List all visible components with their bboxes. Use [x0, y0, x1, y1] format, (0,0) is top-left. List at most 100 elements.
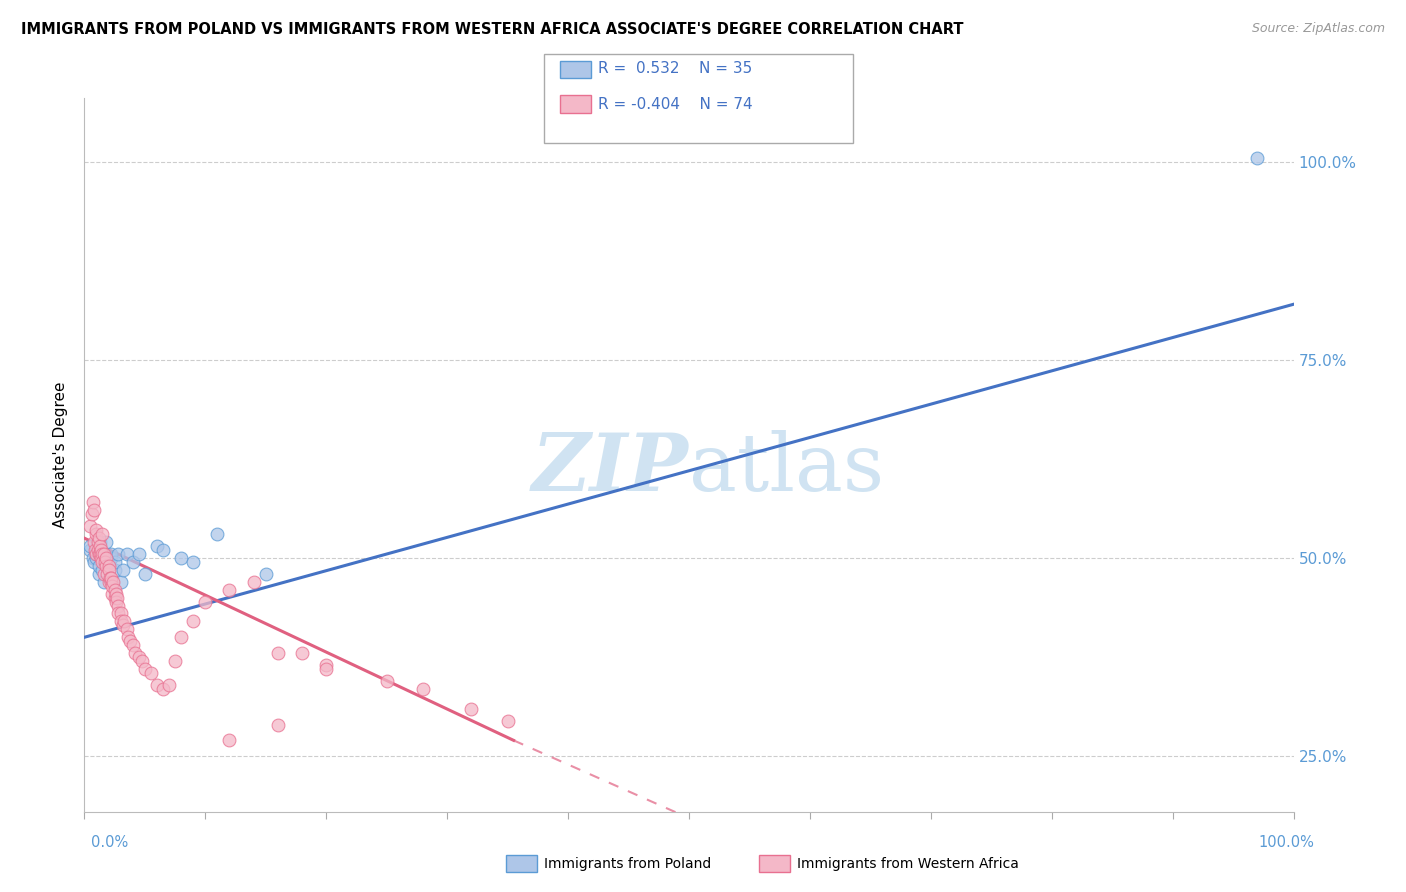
Point — [242, 574, 264, 589]
Point — [181, 615, 204, 629]
Point — [146, 539, 169, 553]
Point — [93, 547, 115, 561]
Point — [134, 566, 156, 581]
Point — [91, 551, 114, 566]
Point — [121, 638, 143, 652]
Point — [460, 701, 482, 715]
Point — [91, 563, 114, 577]
Point — [120, 634, 142, 648]
Point — [107, 547, 129, 561]
Point — [91, 547, 114, 561]
Y-axis label: Associate's Degree: Associate's Degree — [53, 382, 69, 528]
Point — [112, 618, 135, 632]
Point — [103, 574, 125, 589]
Text: IMMIGRANTS FROM POLAND VS IMMIGRANTS FROM WESTERN AFRICA ASSOCIATE'S DEGREE CORR: IMMIGRANTS FROM POLAND VS IMMIGRANTS FRO… — [21, 22, 963, 37]
Point — [91, 555, 114, 569]
Point — [89, 547, 111, 561]
Point — [104, 594, 127, 608]
Point — [110, 607, 132, 621]
Point — [100, 574, 122, 589]
Point — [86, 547, 108, 561]
Point — [91, 527, 114, 541]
Point — [90, 551, 112, 566]
Point — [79, 539, 101, 553]
Text: 100.0%: 100.0% — [1258, 836, 1315, 850]
Point — [87, 547, 110, 561]
Point — [87, 566, 110, 581]
Point — [87, 558, 110, 573]
Point — [105, 591, 128, 605]
Point — [115, 623, 138, 637]
Text: R = -0.404    N = 74: R = -0.404 N = 74 — [598, 97, 752, 112]
Point — [218, 582, 240, 597]
Point — [93, 574, 115, 589]
Point — [152, 543, 174, 558]
Point — [194, 594, 217, 608]
Point — [218, 733, 240, 747]
Point — [89, 539, 111, 553]
Point — [110, 574, 132, 589]
Point — [97, 555, 120, 569]
Point — [86, 547, 108, 561]
Text: Immigrants from Western Africa: Immigrants from Western Africa — [797, 857, 1019, 871]
Point — [100, 551, 122, 566]
Point — [170, 630, 193, 644]
Point — [134, 662, 156, 676]
Point — [165, 654, 187, 668]
Point — [96, 566, 118, 581]
Point — [128, 547, 150, 561]
Point — [152, 681, 174, 696]
Point — [254, 566, 277, 581]
Point — [97, 571, 120, 585]
Point — [101, 587, 124, 601]
Point — [80, 508, 103, 522]
Point — [89, 535, 111, 549]
Point — [84, 543, 107, 558]
Point — [131, 654, 153, 668]
Point — [93, 566, 115, 581]
Point — [139, 665, 162, 680]
Point — [86, 543, 108, 558]
Point — [496, 714, 519, 728]
Point — [124, 646, 146, 660]
Point — [104, 587, 127, 601]
Point — [121, 555, 143, 569]
Point — [110, 615, 132, 629]
Point — [107, 599, 129, 613]
Point — [97, 574, 120, 589]
Point — [170, 551, 193, 566]
Point — [94, 555, 117, 569]
Point — [115, 547, 138, 561]
Text: ZIP: ZIP — [531, 431, 689, 508]
Point — [104, 582, 127, 597]
Point — [375, 673, 398, 688]
Point — [100, 547, 122, 561]
Point — [94, 535, 117, 549]
Point — [207, 527, 229, 541]
Point — [97, 558, 120, 573]
Point — [94, 551, 117, 566]
Point — [90, 543, 112, 558]
Point — [101, 579, 124, 593]
Text: Immigrants from Poland: Immigrants from Poland — [544, 857, 711, 871]
Point — [267, 646, 290, 660]
Point — [86, 523, 108, 537]
Point — [112, 563, 135, 577]
Point — [87, 531, 110, 545]
Point — [128, 650, 150, 665]
Point — [291, 646, 314, 660]
Point — [117, 630, 139, 644]
Point — [315, 658, 337, 673]
Point — [79, 543, 101, 558]
Point — [100, 571, 122, 585]
Point — [86, 543, 108, 558]
Point — [107, 607, 129, 621]
Point — [86, 535, 108, 549]
Point — [104, 555, 127, 569]
Text: R =  0.532    N = 35: R = 0.532 N = 35 — [598, 62, 752, 76]
Point — [94, 551, 117, 566]
Point — [83, 555, 105, 569]
Point — [82, 551, 104, 566]
Point — [412, 681, 434, 696]
Point — [98, 571, 121, 585]
